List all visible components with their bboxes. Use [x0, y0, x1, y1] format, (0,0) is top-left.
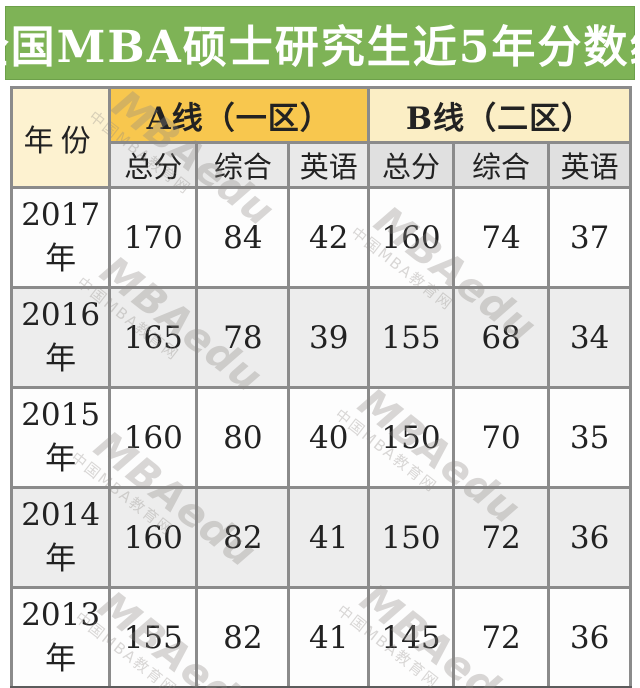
year-cell: 2015年 — [9, 386, 112, 489]
score-cell: 84 — [195, 186, 291, 289]
score-cell: 165 — [108, 286, 199, 389]
score-cell: 41 — [287, 486, 371, 589]
subheader-b-comprehensive: 综合 — [451, 141, 551, 189]
score-cell: 35 — [547, 386, 632, 489]
year-column-header: 年份 — [9, 86, 112, 189]
subheader-b-total: 总分 — [367, 141, 455, 189]
score-cell: 160 — [108, 386, 199, 489]
table-row-2016: 2016年 165 78 39 155 68 34 — [9, 286, 632, 389]
score-cell: 145 — [367, 586, 455, 688]
subheader-a-total: 总分 — [108, 141, 199, 189]
table-row-2017: 2017年 170 84 42 160 74 37 — [9, 186, 632, 289]
group-header-a-line: A线（一区） — [108, 86, 371, 144]
score-cell: 37 — [547, 186, 632, 289]
table-row-2015: 2015年 160 80 40 150 70 35 — [9, 386, 632, 489]
score-cell: 34 — [547, 286, 632, 389]
score-cell: 68 — [451, 286, 551, 389]
year-cell: 2014年 — [9, 486, 112, 589]
score-cell: 36 — [547, 486, 632, 589]
score-cell: 70 — [451, 386, 551, 489]
table-row-2014: 2014年 160 82 41 150 72 36 — [9, 486, 632, 589]
score-cell: 80 — [195, 386, 291, 489]
title-banner: 全国MBA硕士研究生近5年分数线 — [0, 6, 640, 80]
page-title: 全国MBA硕士研究生近5年分数线 — [0, 22, 640, 73]
year-cell: 2013年 — [9, 586, 112, 688]
score-cell: 40 — [287, 386, 371, 489]
scores-table: 年份 A线（一区） B线（二区） 总分 综合 英语 总分 综合 英语 2017年… — [9, 86, 632, 688]
year-cell: 2017年 — [9, 186, 112, 289]
subheader-b-english: 英语 — [547, 141, 632, 189]
score-cell: 82 — [195, 586, 291, 688]
score-cell: 72 — [451, 586, 551, 688]
subheader-a-english: 英语 — [287, 141, 371, 189]
score-cell: 150 — [367, 486, 455, 589]
score-cell: 72 — [451, 486, 551, 589]
score-cell: 150 — [367, 386, 455, 489]
score-cell: 78 — [195, 286, 291, 389]
score-cell: 42 — [287, 186, 371, 289]
subheader-row: 总分 综合 英语 总分 综合 英语 — [12, 141, 632, 189]
score-cell: 160 — [367, 186, 455, 289]
score-cell: 155 — [108, 586, 199, 688]
score-cell: 39 — [287, 286, 371, 389]
score-cell: 74 — [451, 186, 551, 289]
score-cell: 155 — [367, 286, 455, 389]
group-header-row: 年份 A线（一区） B线（二区） — [9, 86, 632, 189]
year-cell: 2016年 — [9, 286, 112, 389]
table-row-2013: 2013年 155 82 41 145 72 36 — [9, 586, 632, 688]
subheader-a-comprehensive: 综合 — [195, 141, 291, 189]
score-cell: 160 — [108, 486, 199, 589]
score-cell: 170 — [108, 186, 199, 289]
score-cell: 36 — [547, 586, 632, 688]
score-cell: 82 — [195, 486, 291, 589]
group-header-b-line: B线（二区） — [367, 86, 632, 144]
score-cell: 41 — [287, 586, 371, 688]
